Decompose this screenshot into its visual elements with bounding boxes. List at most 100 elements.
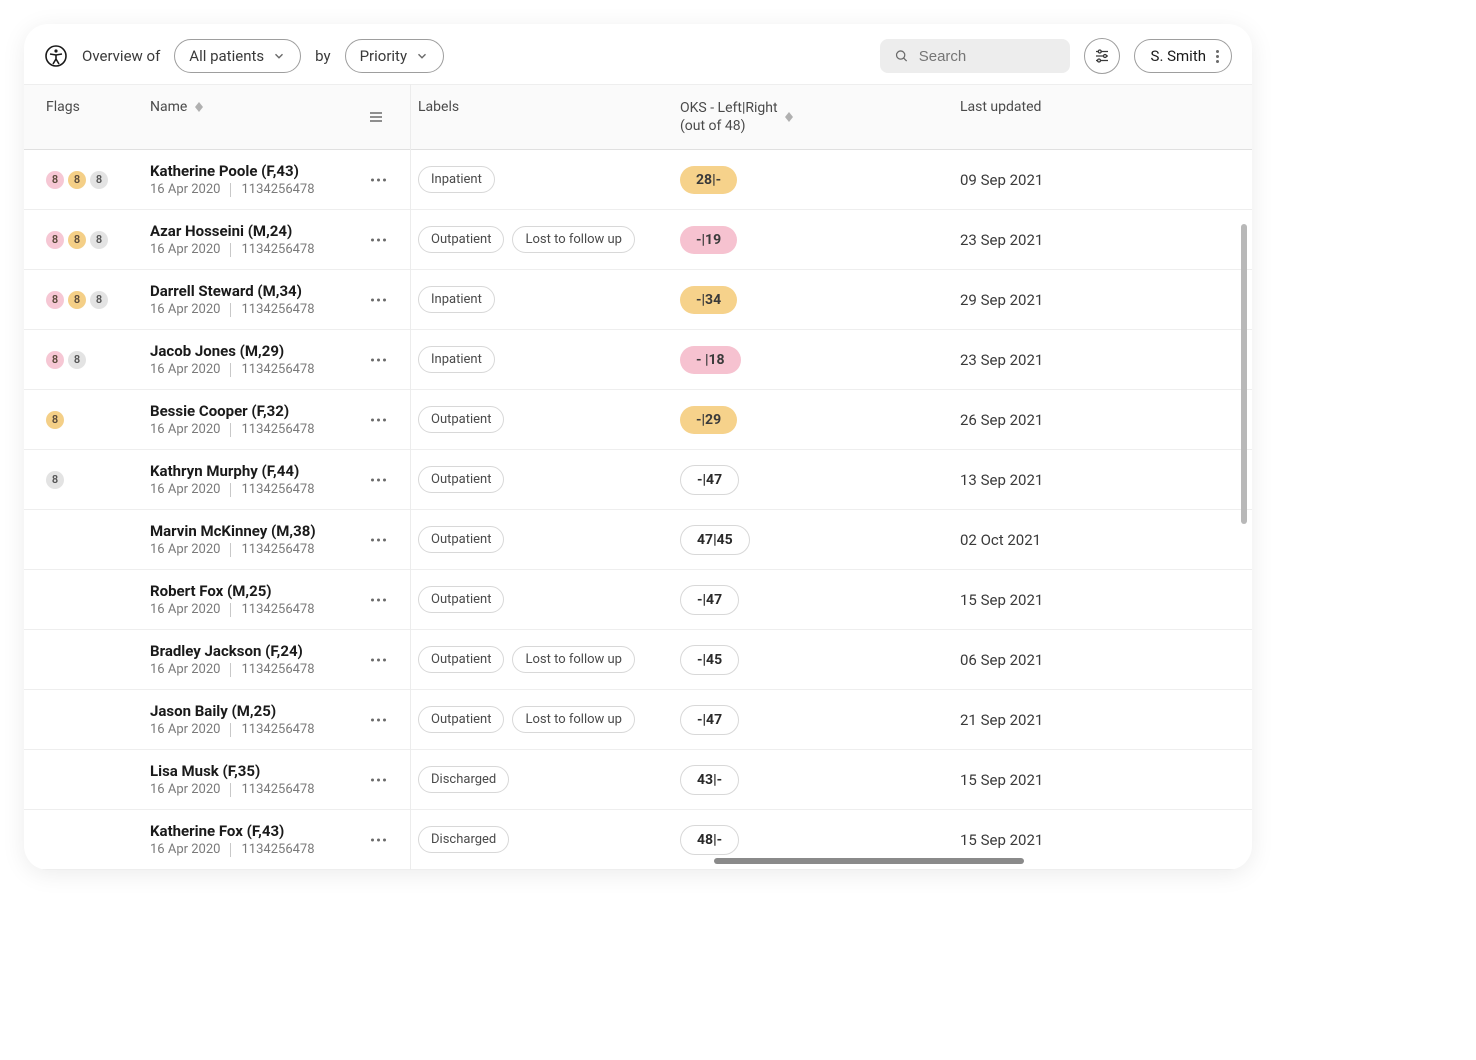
column-header-oks[interactable]: OKS - Left|Right (out of 48) <box>664 85 944 149</box>
patient-name: Robert Fox (M,25) <box>150 582 378 600</box>
column-oks-line2: (out of 48) <box>680 118 745 134</box>
label-pill: Inpatient <box>418 346 495 373</box>
table-row[interactable]: 88Jacob Jones (M,29)16 Apr 2020113425647… <box>24 330 1252 390</box>
label-pill: Lost to follow up <box>512 646 635 673</box>
labels-cell: Discharged <box>394 752 664 807</box>
patient-date: 16 Apr 2020 <box>150 422 220 437</box>
meta-divider <box>230 843 231 857</box>
patient-id: 1134256478 <box>241 362 314 377</box>
scrollbar-horizontal[interactable] <box>464 858 1032 864</box>
flag-badge: 8 <box>46 291 64 309</box>
table-row[interactable]: 8Bessie Cooper (F,32)16 Apr 202011342564… <box>24 390 1252 450</box>
label-pill: Lost to follow up <box>512 226 635 253</box>
table-row[interactable]: 888Azar Hosseini (M,24)16 Apr 2020113425… <box>24 210 1252 270</box>
name-cell: Darrell Steward (M,34) 16 Apr 20201134256… <box>134 272 394 327</box>
patient-meta: 16 Apr 20201134256478 <box>150 302 378 317</box>
row-actions-button[interactable] <box>371 478 386 481</box>
table-row[interactable]: Lisa Musk (F,35)16 Apr 20201134256478Dis… <box>24 750 1252 810</box>
row-actions-button[interactable] <box>371 418 386 421</box>
patient-date: 16 Apr 2020 <box>150 602 220 617</box>
chevron-down-icon <box>272 49 286 63</box>
menu-icon[interactable] <box>368 109 384 125</box>
meta-divider <box>230 543 231 557</box>
table-row[interactable]: Robert Fox (M,25)16 Apr 20201134256478Ou… <box>24 570 1252 630</box>
meta-divider <box>230 663 231 677</box>
table-row[interactable]: Jason Baily (M,25)16 Apr 20201134256478O… <box>24 690 1252 750</box>
user-menu[interactable]: S. Smith <box>1134 39 1232 73</box>
column-header-updated[interactable]: Last updated <box>944 85 1252 149</box>
meta-divider <box>230 243 231 257</box>
name-cell: Kathryn Murphy (F,44)16 Apr 202011342564… <box>134 452 394 507</box>
user-name: S. Smith <box>1151 47 1206 65</box>
table-row[interactable]: 888Katherine Poole (F,43)16 Apr 20201134… <box>24 150 1252 210</box>
patient-id: 1134256478 <box>241 422 314 437</box>
patient-name: Katherine Fox (F,43) <box>150 822 378 840</box>
label-pill: Outpatient <box>418 586 504 613</box>
oks-badge: -|47 <box>680 465 739 495</box>
patient-name: Bradley Jackson (F,24) <box>150 642 378 660</box>
row-actions-button[interactable] <box>371 178 386 181</box>
name-cell: Jacob Jones (M,29)16 Apr 20201134256478 <box>134 332 394 387</box>
oks-badge: -|29 <box>680 406 737 434</box>
column-header-labels[interactable]: Labels <box>394 85 664 149</box>
row-actions-button[interactable] <box>371 598 386 601</box>
table-row[interactable]: Marvin McKinney (M,38)16 Apr 20201134256… <box>24 510 1252 570</box>
filter-patients-select[interactable]: All patients <box>174 39 301 73</box>
flags-cell: 88 <box>24 337 134 383</box>
updated-cell: 21 Sep 2021 <box>944 697 1252 743</box>
name-cell: Katherine Fox (F,43) 16 Apr 2020113425647… <box>134 812 394 867</box>
settings-button[interactable] <box>1084 38 1120 74</box>
table-row[interactable]: 888Darrell Steward (M,34)16 Apr 20201134… <box>24 270 1252 330</box>
table-row[interactable]: 8Kathryn Murphy (F,44)16 Apr 20201134256… <box>24 450 1252 510</box>
oks-cell: -|19 <box>664 212 944 268</box>
oks-badge: -|34 <box>680 286 737 314</box>
row-actions-button[interactable] <box>371 838 386 841</box>
search-input[interactable] <box>919 48 1056 65</box>
updated-cell: 29 Sep 2021 <box>944 277 1252 323</box>
accessibility-icon <box>44 44 68 68</box>
column-header-flags[interactable]: Flags <box>24 85 134 149</box>
search-box[interactable] <box>880 39 1070 73</box>
oks-badge: -|19 <box>680 226 737 254</box>
labels-cell: Outpatient <box>394 572 664 627</box>
flag-badge: 8 <box>46 411 64 429</box>
scrollbar-thumb[interactable] <box>714 858 1024 864</box>
row-actions-button[interactable] <box>371 538 386 541</box>
row-actions-button[interactable] <box>371 718 386 721</box>
patient-meta: 16 Apr 20201134256478 <box>150 842 378 857</box>
row-actions-button[interactable] <box>371 238 386 241</box>
flags-cell <box>24 826 134 854</box>
table-row[interactable]: Bradley Jackson (F,24)16 Apr 20201134256… <box>24 630 1252 690</box>
scrollbar-thumb[interactable] <box>1241 224 1247 524</box>
flag-badge: 8 <box>90 291 108 309</box>
name-cell: Bradley Jackson (F,24)16 Apr 20201134256… <box>134 632 394 687</box>
labels-cell: Outpatient <box>394 392 664 447</box>
patient-name: Marvin McKinney (M,38) <box>150 522 378 540</box>
flag-badge: 8 <box>68 291 86 309</box>
row-actions-button[interactable] <box>371 358 386 361</box>
meta-divider <box>230 723 231 737</box>
patient-date: 16 Apr 2020 <box>150 362 220 377</box>
patient-date: 16 Apr 2020 <box>150 182 220 197</box>
label-pill: Outpatient <box>418 526 504 553</box>
patient-date: 16 Apr 2020 <box>150 482 220 497</box>
overview-label: Overview of <box>82 47 160 65</box>
scrollbar-vertical[interactable] <box>1241 224 1247 840</box>
updated-cell: 26 Sep 2021 <box>944 397 1252 443</box>
label-pill: Lost to follow up <box>512 706 635 733</box>
oks-badge: 28|- <box>680 166 737 194</box>
flag-badge: 8 <box>90 171 108 189</box>
row-actions-button[interactable] <box>371 658 386 661</box>
row-actions-button[interactable] <box>371 778 386 781</box>
patient-meta: 16 Apr 20201134256478 <box>150 182 378 197</box>
patient-meta: 16 Apr 2020 1134256478 <box>150 362 378 377</box>
filter-priority-select[interactable]: Priority <box>345 39 444 73</box>
patient-meta: 16 Apr 20201134256478 <box>150 782 378 797</box>
oks-cell: -|34 <box>664 272 944 328</box>
by-label: by <box>315 47 330 65</box>
patient-name: Darrell Steward (M,34) <box>150 282 378 300</box>
row-actions-button[interactable] <box>371 298 386 301</box>
column-header-name[interactable]: Name <box>134 85 394 149</box>
chevron-down-icon <box>415 49 429 63</box>
patients-table: Flags Name Labels OKS - Left|Right (out … <box>24 84 1252 870</box>
